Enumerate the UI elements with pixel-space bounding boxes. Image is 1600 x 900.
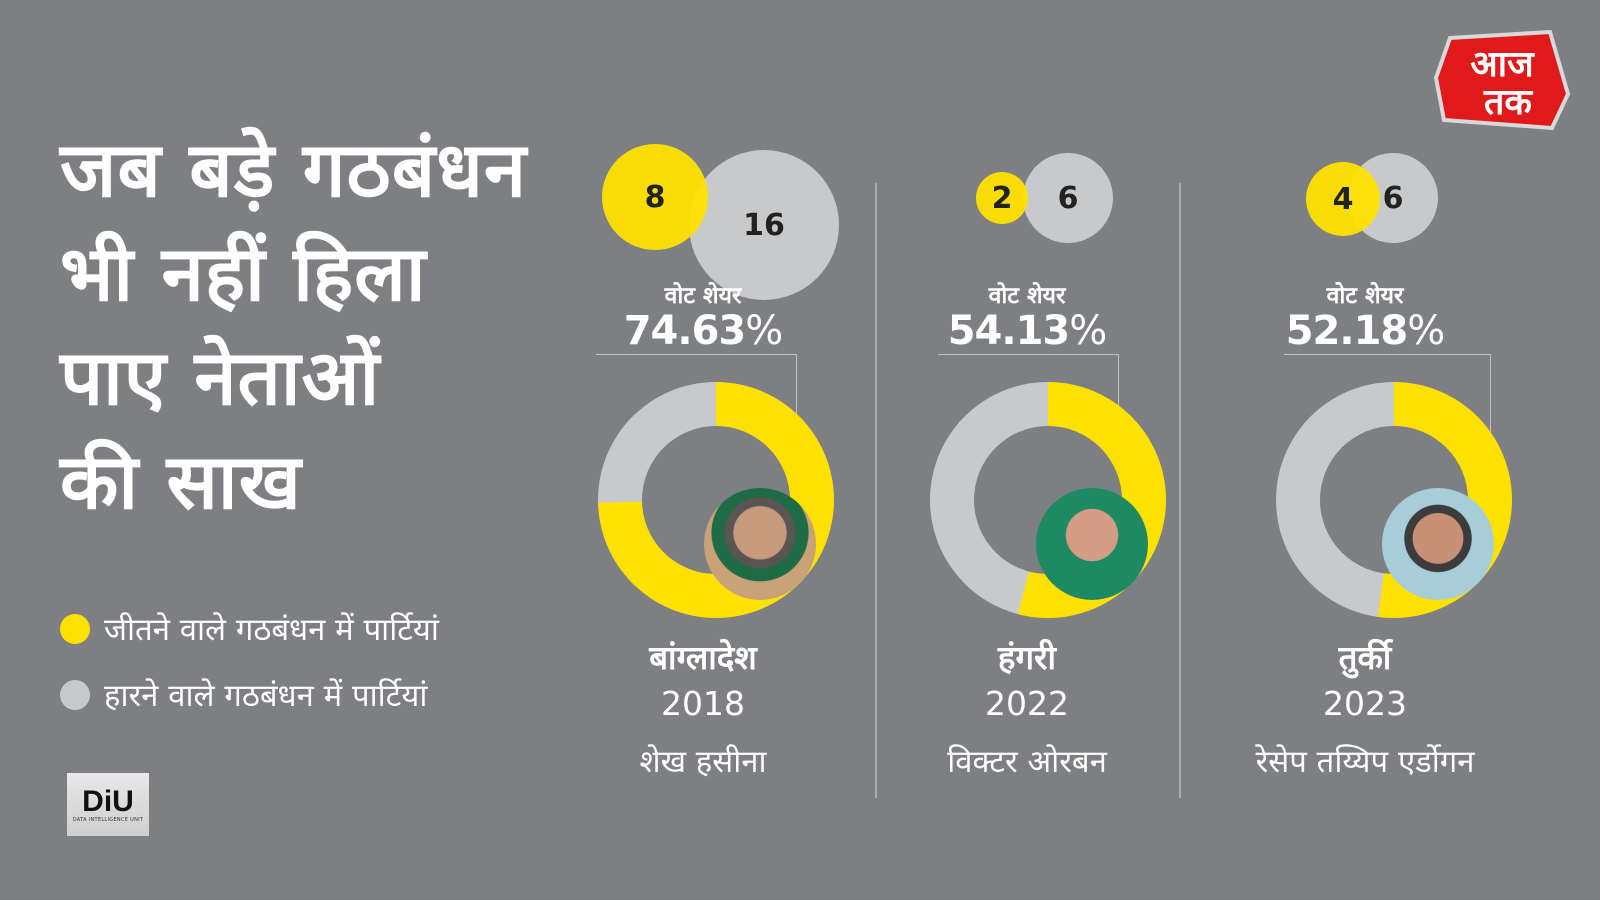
- losing-count: 6: [1057, 180, 1079, 216]
- legend-item-winning: जीतने वाले गठबंधन में पार्टियां: [60, 596, 439, 662]
- vote-share-value: 74.63%: [623, 308, 784, 354]
- donut-hole: [1320, 426, 1494, 600]
- vote-share-donut: [930, 382, 1166, 618]
- election-year: 2022: [985, 684, 1069, 723]
- election-year: 2023: [1323, 684, 1407, 723]
- panel-hungary: 6 2 वोट शेयर 54.13% हंगरी 2022 विक्टर ओर…: [862, 0, 1192, 900]
- aajtak-logo-icon: आज तक: [1433, 29, 1571, 131]
- leader-name: विक्टर ओरबन: [947, 744, 1107, 780]
- vote-share-value: 52.18%: [1285, 308, 1446, 354]
- losing-bubble: 6: [1023, 153, 1113, 243]
- legend-item-losing: हारने वाले गठबंधन में पार्टियां: [60, 662, 439, 728]
- headline-line: जब बड़े गठबंधन: [60, 125, 528, 214]
- headline: जब बड़े गठबंधन भी नहीं हिला पाए नेताओं क…: [60, 118, 580, 534]
- losing-bubble: 16: [689, 150, 839, 300]
- aajtak-logo: आज तक: [1432, 28, 1572, 136]
- vote-share-donut: [598, 382, 834, 618]
- legend-label: हारने वाले गठबंधन में पार्टियां: [104, 678, 428, 714]
- losing-count: 6: [1382, 180, 1404, 216]
- vote-share-label: वोट शेयर: [664, 283, 742, 309]
- legend-label: जीतने वाले गठबंधन में पार्टियां: [104, 612, 439, 648]
- leader-name: रेसेप तय्यिप एर्डोगन: [1255, 744, 1475, 780]
- winning-count: 4: [1332, 181, 1354, 217]
- country-name: हंगरी: [997, 638, 1057, 677]
- country-name: बांग्लादेश: [649, 638, 757, 677]
- winning-count: 2: [991, 180, 1013, 216]
- headline-line: की साख: [60, 437, 302, 526]
- leader-photo-viktor-orban: [1036, 488, 1148, 600]
- legend: जीतने वाले गठबंधन में पार्टियां हारने वा…: [60, 596, 439, 728]
- headline-line: भी नहीं हिला: [60, 229, 427, 318]
- leader-line: [596, 354, 797, 447]
- party-bubbles: 6 2: [862, 120, 1192, 280]
- leader-photo-sheikh-hasina: [704, 488, 816, 600]
- column-divider: [1179, 183, 1181, 798]
- headline-line: पाए नेताओं: [60, 333, 381, 422]
- panel-bangladesh: 16 8 वोट शेयर 74.63% बांग्लादेश 2018 शेख…: [538, 0, 868, 900]
- svg-text:आज: आज: [1470, 44, 1535, 85]
- leader-photo-erdogan: [1382, 488, 1494, 600]
- column-divider: [875, 183, 877, 798]
- losing-count: 16: [743, 207, 785, 243]
- party-bubbles: 6 4: [1200, 120, 1530, 280]
- vote-share-value: 54.13%: [947, 308, 1108, 354]
- diu-logo-subtext: DATA INTELLIGENCE UNIT: [72, 816, 144, 823]
- yellow-dot-icon: [60, 614, 90, 644]
- panel-turkey: 6 4 वोट शेयर 52.18% तुर्की 2023 रेसेप तय…: [1200, 0, 1530, 900]
- grey-dot-icon: [60, 680, 90, 710]
- winning-bubble: 2: [976, 172, 1028, 224]
- vote-share-donut: [1276, 382, 1512, 618]
- winning-bubble: 4: [1306, 162, 1380, 236]
- vote-share-label: वोट शेयर: [1326, 283, 1404, 309]
- svg-text:तक: तक: [1483, 82, 1534, 123]
- diu-logo: DiU DATA INTELLIGENCE UNIT: [67, 773, 149, 836]
- country-name: तुर्की: [1338, 638, 1392, 677]
- vote-share-label: वोट शेयर: [988, 283, 1066, 309]
- donut-hole: [974, 426, 1148, 600]
- donut-hole: [642, 426, 816, 600]
- party-bubbles: 16 8: [538, 120, 868, 300]
- winning-bubble: 8: [602, 144, 708, 250]
- leader-name: शेख हसीना: [639, 744, 767, 780]
- diu-logo-text: DiU: [82, 784, 134, 818]
- leader-line: [1284, 354, 1491, 455]
- winning-count: 8: [644, 179, 666, 215]
- election-year: 2018: [661, 684, 745, 723]
